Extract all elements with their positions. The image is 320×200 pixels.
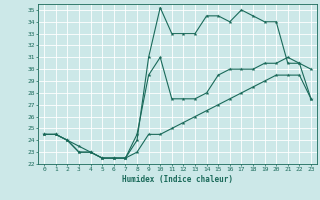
X-axis label: Humidex (Indice chaleur): Humidex (Indice chaleur): [122, 175, 233, 184]
